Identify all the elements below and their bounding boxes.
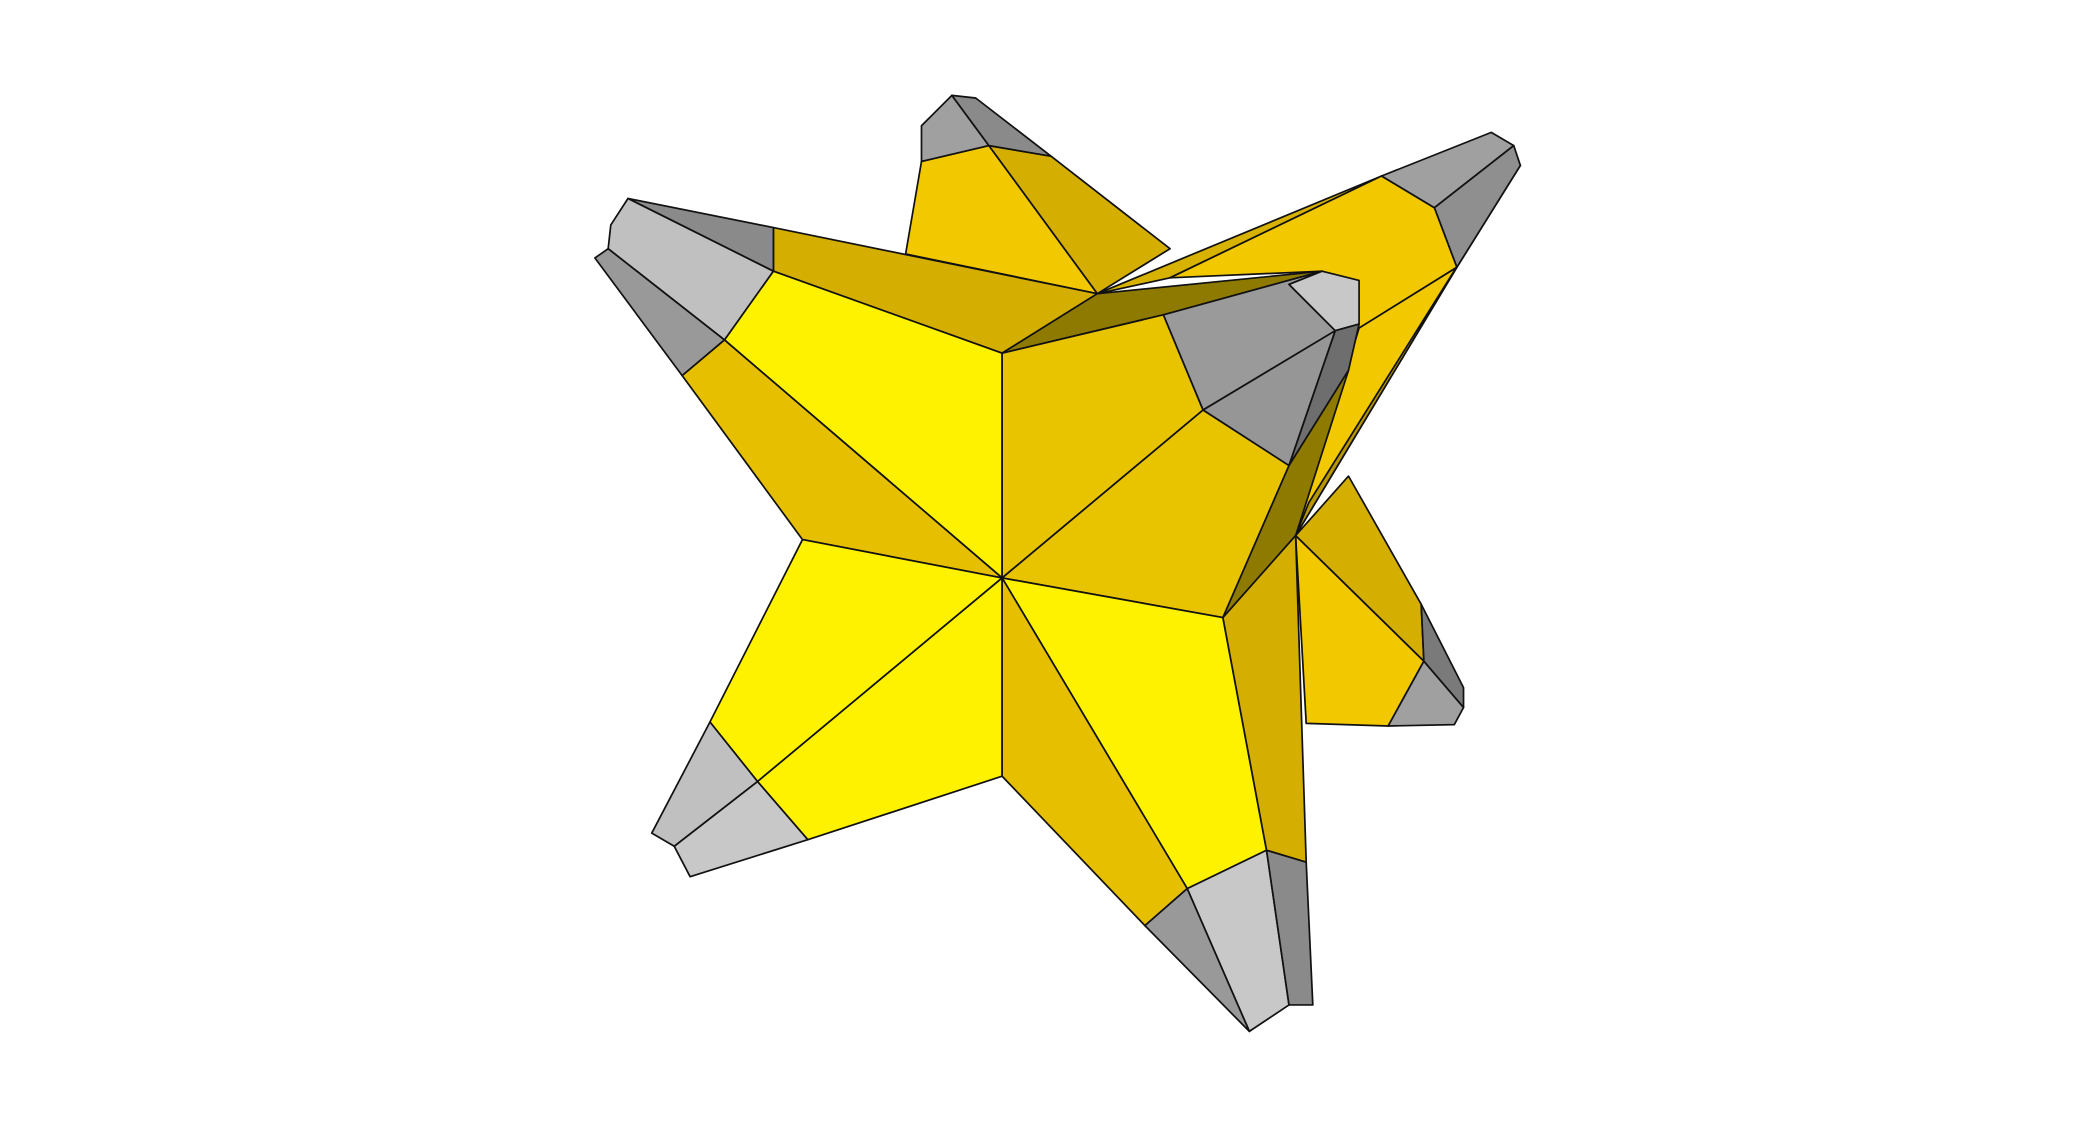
tip (1288, 270, 1360, 332)
front-star (594, 197, 1360, 1033)
tip (951, 94, 1052, 158)
tip (1265, 849, 1314, 1006)
tip (673, 780, 809, 878)
tip (1144, 887, 1251, 1033)
tip (1433, 144, 1522, 269)
tip (1420, 603, 1465, 709)
